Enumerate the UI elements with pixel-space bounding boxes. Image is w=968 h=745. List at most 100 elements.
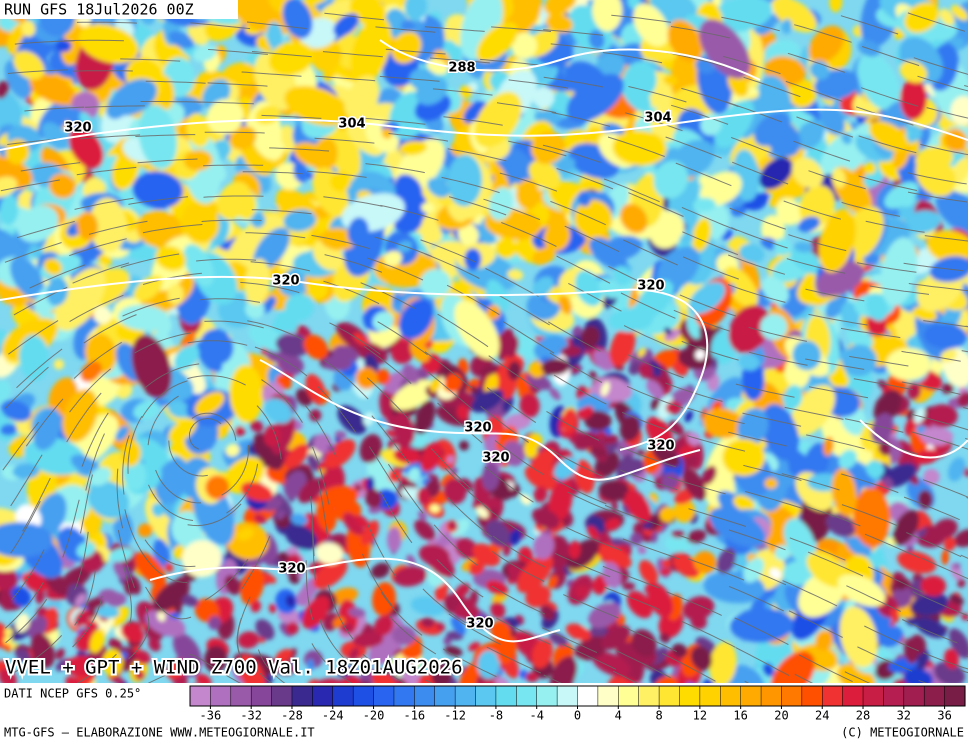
field-blob [711,357,718,369]
field-blob [111,676,124,683]
streamline [550,43,611,52]
streamline [907,191,968,203]
field-blob [771,0,817,33]
field-blob [391,31,422,64]
field-blob [333,13,359,37]
streamline [196,258,257,262]
field-blob [920,427,954,446]
field-blob [263,424,281,447]
streamline [329,322,381,355]
colorbar-swatch [536,685,558,707]
streamline [120,58,181,62]
field-blob [587,525,599,540]
field-blob [806,551,849,588]
field-blob [166,659,187,680]
streamline [4,582,44,629]
streamline [148,484,194,521]
field-blob [728,305,770,354]
field-blob [951,5,968,21]
colorbar-tick-label: -28 [281,709,303,723]
field-blob [829,0,843,13]
contour-label: 320 [272,274,299,289]
streamline [686,407,745,425]
streamline [315,75,376,82]
streamline [80,134,141,140]
field-blob [823,436,834,457]
field-blob [372,311,394,332]
field-blob [419,268,451,299]
field-blob [0,156,33,190]
field-blob [381,127,393,139]
field-blob [488,187,514,221]
field-blob [565,623,591,641]
field-blob [709,641,737,683]
field-blob [508,528,522,546]
streamline [84,105,145,108]
streamline [261,379,303,423]
field-blob [361,520,380,545]
field-blob [418,544,451,566]
streamline [327,584,354,640]
streamline [742,412,802,427]
streamline [200,298,261,303]
colorbar-tick-label: 36 [937,709,951,723]
contour-labels: 288 304 304 320 320 320 320 320 320 320 320 [63,59,676,633]
colorbar-swatch [903,685,925,707]
map-title: VVEL + GPT + WIND Z700 Val. 18Z01AUG2026 [5,657,463,679]
field-blob [268,603,277,614]
streamline [613,670,638,683]
streamline [208,49,268,55]
streamline [304,405,337,457]
field-blob [782,561,813,586]
colorbar-tick-label: 32 [897,709,911,723]
streamline [242,171,303,175]
field-blob [164,562,174,573]
field-blob [134,670,145,680]
streamline [422,588,471,626]
colorbar-swatch [760,685,782,707]
data-source: DATI NCEP GFS 0.25° [4,687,141,701]
colorbar-swatch [821,685,844,707]
field-blob [352,631,384,648]
field-blob [331,130,353,147]
streamline [375,26,436,33]
field-blob [264,398,293,424]
field-blob [911,578,925,599]
field-blob [284,293,314,322]
field-blob [286,621,299,635]
streamline [864,625,919,652]
field-blob [517,546,534,566]
streamline [256,405,282,460]
field-blob [596,543,632,569]
contour-label: 320 [637,279,664,294]
field-blob [625,489,652,523]
field-blob [463,100,488,124]
streamline [366,377,410,421]
field-blob [665,400,682,415]
field-blob [84,620,99,630]
streamline [568,282,622,312]
streamline [323,359,369,400]
field-blob [530,448,556,476]
streamline [728,254,786,275]
field-blob [601,434,619,445]
streamline [857,646,913,672]
field-blob [240,567,265,605]
field-blob [761,404,800,461]
field-blob [941,550,950,565]
streamline [728,585,784,612]
field-blob [495,236,517,259]
streamline [69,368,112,413]
field-blob [729,608,794,643]
streamline [840,327,901,339]
field-blob [180,331,196,350]
field-blob [9,256,45,300]
streamline [324,12,385,21]
field-blob [784,518,817,566]
field-blob [882,476,894,489]
wind-streamlines [0,6,968,683]
field-blob [108,547,134,563]
streamline [305,560,314,620]
field-blob [682,468,707,501]
field-blob [355,514,370,528]
